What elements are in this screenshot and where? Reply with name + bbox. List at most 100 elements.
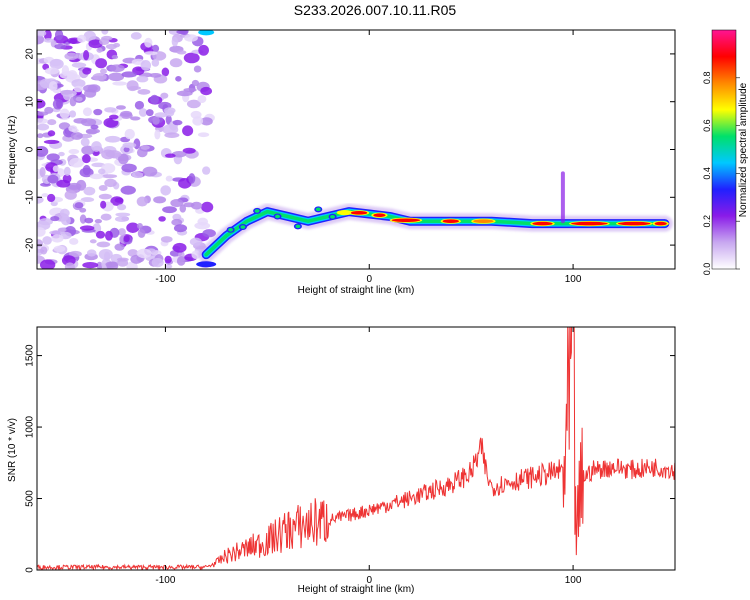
y-tick-label: 1000 — [25, 415, 36, 438]
noise-blob — [41, 193, 49, 198]
noise-blob — [104, 230, 113, 241]
noise-blob — [64, 262, 75, 269]
noise-blob — [37, 34, 45, 45]
noise-blob — [186, 99, 201, 109]
snr-y-ticks: 0 500 1000 1500 — [25, 344, 675, 573]
noise-blob — [92, 73, 107, 81]
noise-blob — [82, 164, 91, 176]
ridge-core — [391, 218, 421, 223]
noise-blob — [96, 261, 103, 269]
noise-blob — [43, 139, 60, 145]
y-tick-label: 20 — [25, 48, 36, 60]
noise-blob — [144, 51, 158, 56]
noise-blob — [200, 117, 213, 126]
noise-blob — [69, 238, 79, 245]
noise-blob — [117, 203, 127, 211]
noise-blob — [59, 208, 70, 218]
noise-blob — [69, 157, 85, 168]
noise-blob — [164, 153, 176, 158]
noise-blob — [172, 119, 183, 126]
noise-blob — [100, 68, 107, 75]
noise-blob — [160, 185, 171, 196]
ridge-core — [442, 219, 459, 223]
noise-blob — [79, 225, 95, 231]
noise-blob — [161, 67, 170, 77]
noise-blob — [37, 145, 49, 157]
noise-blob — [40, 246, 48, 255]
noise-blob — [60, 215, 71, 226]
noise-blob — [101, 174, 118, 179]
noise-blob — [137, 89, 151, 95]
colorbar-tick-label: 0.4 — [702, 167, 712, 180]
noise-blob — [73, 85, 84, 93]
noise-blob — [165, 175, 173, 182]
noise-blob — [171, 218, 183, 226]
noise-blob — [154, 129, 161, 140]
noise-blob — [113, 42, 121, 48]
noise-blob — [82, 261, 99, 269]
ridge-blob-core — [295, 224, 301, 229]
colorbar-ticks: 0.0 0.2 0.4 0.6 0.8 — [702, 72, 740, 275]
ridge-blob-core — [228, 228, 234, 232]
y-tick-label: -10 — [25, 190, 36, 205]
noise-blob — [82, 67, 92, 75]
noise-blob — [83, 30, 97, 42]
noise-blob — [114, 197, 124, 203]
noise-blob — [82, 154, 91, 164]
noise-blob — [122, 142, 137, 149]
noise-blob — [179, 204, 187, 213]
ridge-blob-core — [275, 214, 281, 219]
noise-blob — [164, 255, 172, 264]
noise-blob — [98, 184, 108, 191]
noise-blob — [193, 65, 202, 73]
noise-blob — [164, 132, 180, 138]
y-tick-label: 1500 — [25, 344, 36, 367]
noise-blob — [77, 34, 87, 43]
noise-blob — [126, 80, 139, 92]
noise-blob — [136, 222, 143, 229]
noise-blob — [136, 75, 149, 83]
noise-blob — [96, 241, 111, 248]
noise-blob — [191, 79, 200, 87]
noise-blob — [158, 216, 166, 222]
snr-x-ticks: -100 0 100 — [155, 327, 582, 586]
noise-blob — [172, 242, 187, 253]
snr-y-axis-label: SNR (10 * v/v) — [7, 418, 18, 482]
noise-blob — [150, 94, 159, 105]
noise-blob — [164, 109, 175, 117]
ridge-core — [617, 221, 651, 226]
snr-x-axis-label: Height of straight line (km) — [298, 584, 415, 595]
noise-blob — [91, 162, 106, 168]
noise-blob — [124, 128, 135, 140]
noise-blob — [104, 107, 117, 113]
noise-blob — [182, 147, 196, 154]
noise-blob — [54, 30, 64, 41]
noise-blob — [68, 250, 82, 258]
y-tick-label: 500 — [25, 490, 36, 507]
noise-blob — [176, 256, 186, 266]
noise-blob — [194, 222, 211, 230]
noise-blob — [202, 229, 216, 238]
noise-blob — [176, 30, 189, 35]
x-tick-label: -100 — [155, 274, 175, 285]
noise-blob — [49, 58, 64, 70]
ridge-blob-core — [254, 209, 260, 213]
noise-blob — [37, 30, 47, 37]
noise-blob — [149, 72, 162, 78]
noise-blob — [71, 62, 87, 68]
noise-blob — [111, 54, 119, 60]
noise-blob — [197, 95, 207, 104]
noise-blob — [48, 80, 58, 92]
y-tick-label: 10 — [25, 96, 36, 108]
noise-blob — [42, 236, 52, 245]
colorbar-gradient — [712, 30, 736, 269]
noise-blob — [59, 108, 70, 119]
noise-blob — [104, 178, 117, 188]
noise-blob — [67, 182, 82, 190]
y-tick-label: 0 — [25, 146, 36, 152]
noise-blob — [130, 116, 141, 121]
noise-blob — [57, 227, 67, 232]
noise-blob — [44, 67, 60, 75]
noise-blob — [192, 116, 204, 126]
